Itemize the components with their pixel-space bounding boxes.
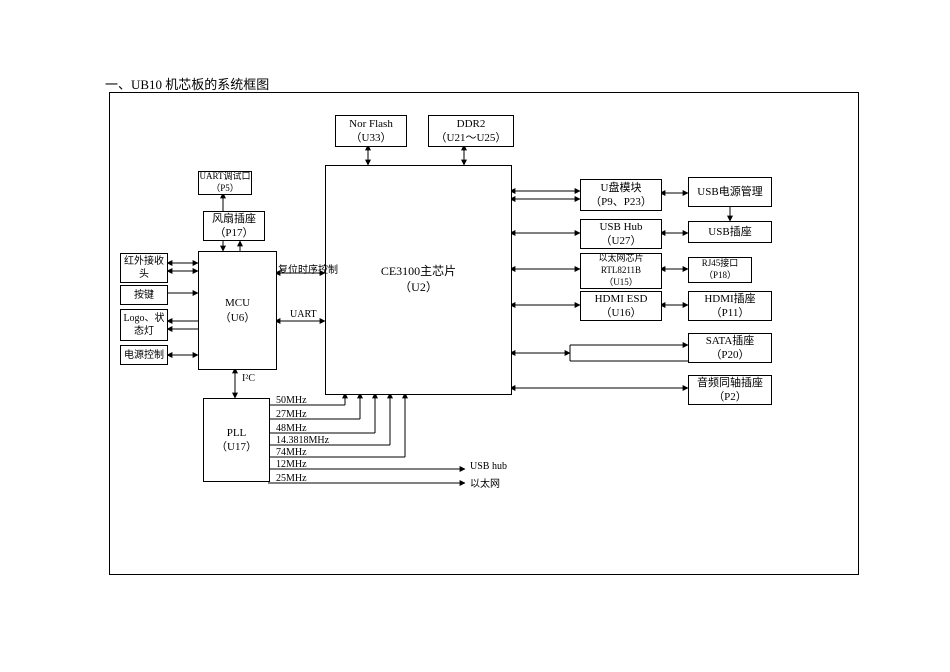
page-title: 一、UB10 机芯板的系统框图 [105,74,269,93]
diagram-frame: Nor Flash（U33） DDR2（U21～U25） UART调试口（P5）… [109,92,859,575]
freq-underlines [110,93,858,574]
